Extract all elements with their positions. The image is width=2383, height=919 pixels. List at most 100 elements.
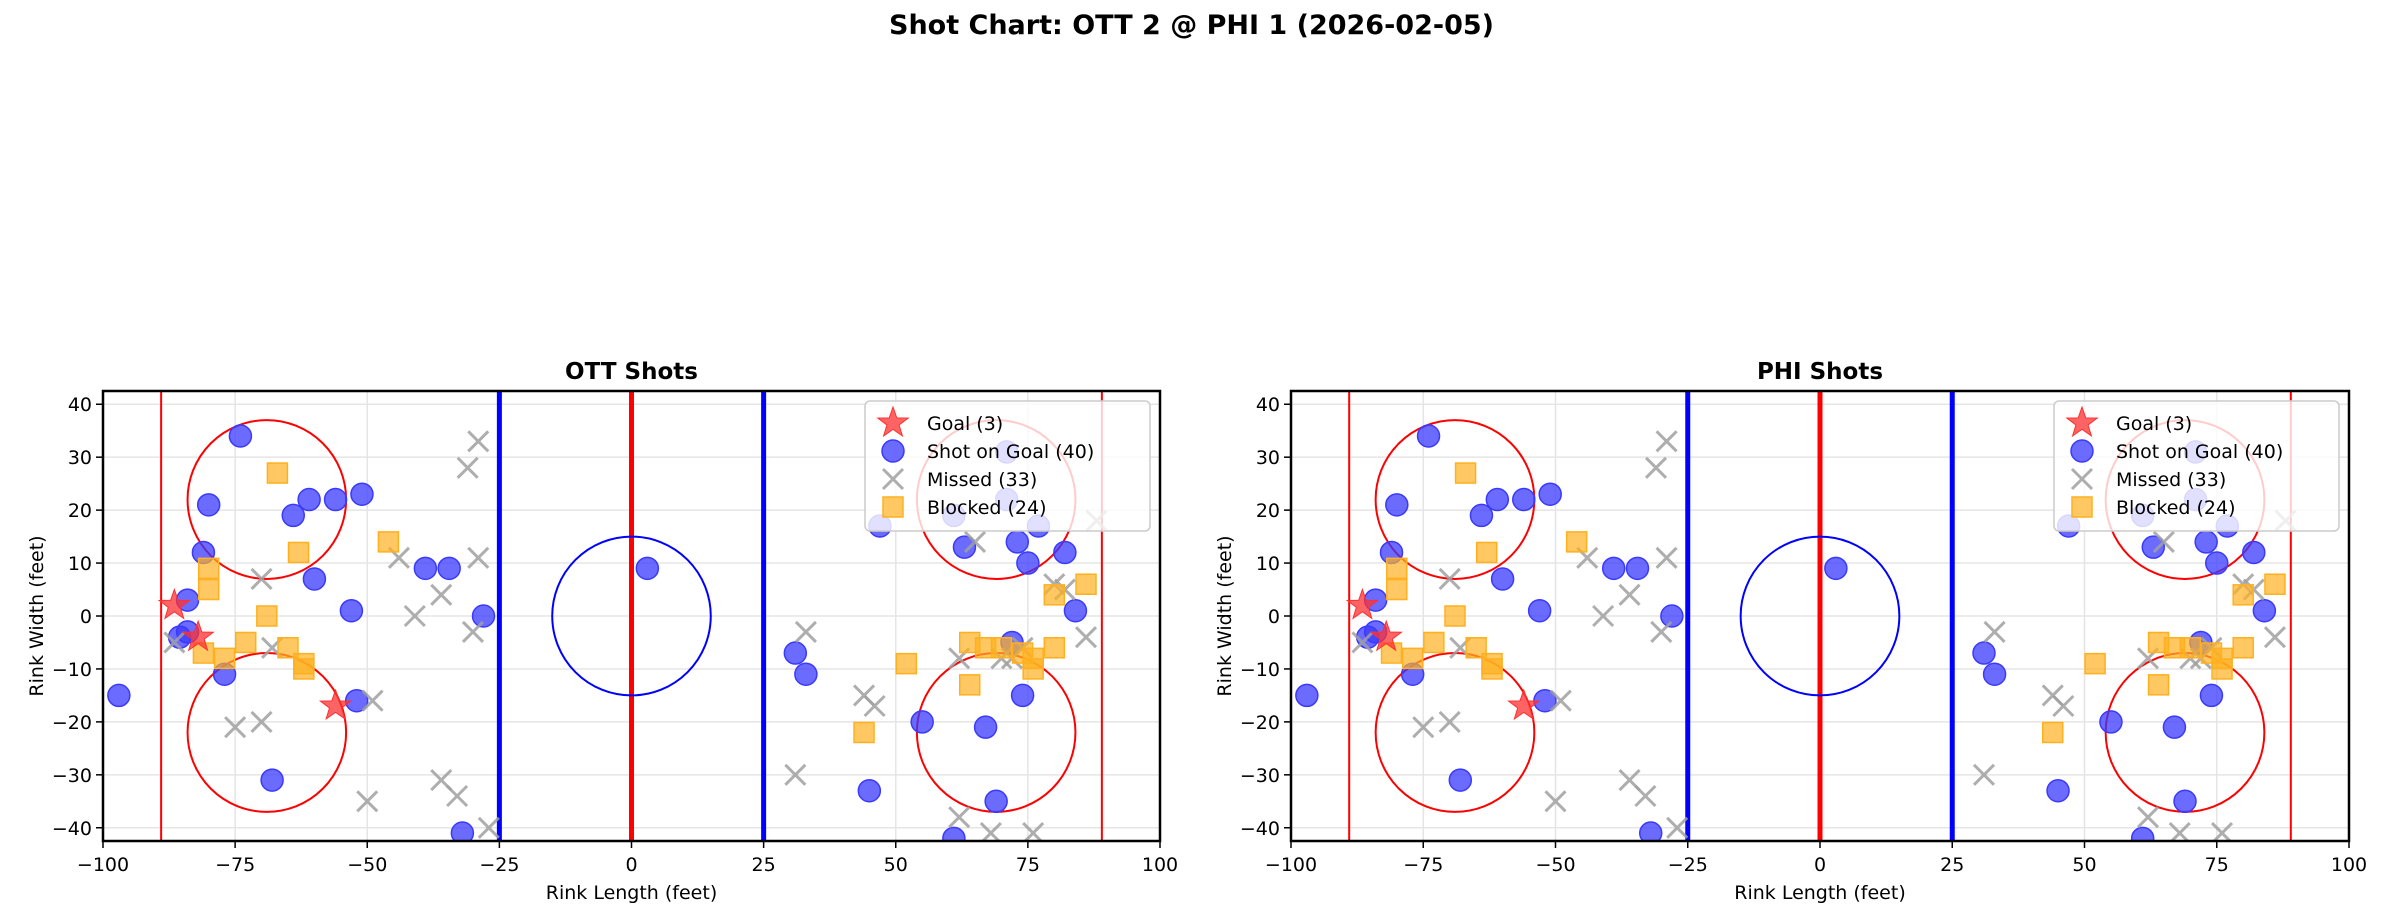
missed-shot-point (403, 604, 426, 628)
shot-on-goal-point (2162, 715, 2187, 739)
shot-on-goal-point (910, 710, 934, 734)
blocked-shot-point (1475, 541, 1498, 564)
blocked-shot-point (2084, 652, 2106, 675)
y-tick-label: 20 (68, 500, 92, 522)
missed-shot-point (250, 567, 273, 591)
missed-shot-point (446, 784, 469, 808)
missed-shot-point (1650, 620, 1673, 643)
shot-on-goal-point (1538, 482, 1562, 506)
missed-shot-point (2136, 806, 2160, 829)
y-tick-label: −40 (52, 818, 92, 840)
x-axis-label: Rink Length (feet) (546, 882, 717, 904)
y-tick-label: −20 (1240, 712, 1280, 734)
y-tick-label: 30 (1256, 447, 1280, 469)
missed-shot-point (477, 816, 500, 839)
y-tick-label: 30 (68, 447, 92, 469)
subplot-1: −100 −75 −50 −25 0 25 50 75 100−40−30−20−1001020… (26, 359, 1178, 904)
goal-point (318, 688, 353, 721)
shot-on-goal-point (973, 715, 998, 739)
blocked-shot-point (2232, 584, 2254, 606)
blocked-shot-point (1401, 647, 1424, 670)
shot-on-goal-point (2130, 826, 2155, 841)
blocked-shot-point (1386, 578, 1408, 601)
missed-shot-point (2210, 821, 2234, 841)
missed-shot-point (1666, 816, 1689, 839)
shot-on-goal-point (2252, 598, 2277, 623)
shot-on-goal-point (323, 487, 348, 512)
blocked-shot-point (1565, 531, 1588, 553)
blocked-shot-point (256, 605, 278, 627)
legend: Goal (3) Shot on Goal (40) Missed (33) Bloc… (2053, 400, 2340, 532)
missed-shot-point (1655, 546, 1678, 569)
blocked-shot-point (882, 496, 904, 518)
shot-on-goal-point (1010, 683, 1035, 708)
blocked-shot-point (1022, 647, 1044, 670)
shot-on-goal-point (2173, 789, 2197, 814)
blocked-shot-point (958, 674, 981, 696)
subplot-title: PHI Shots (1757, 359, 1883, 385)
legend-label: Missed (33) (2116, 469, 2226, 491)
missed-shot-point (1972, 763, 1996, 786)
center-ice-circle (551, 535, 712, 697)
missed-shot-point (224, 716, 247, 739)
shot-on-goal-point (881, 439, 905, 463)
missed-shot-point (1983, 620, 2006, 643)
legend-label: Shot on Goal (40) (2116, 441, 2283, 463)
missed-shot-point (1412, 716, 1435, 739)
legend-box (864, 400, 1151, 532)
y-tick-label: −30 (52, 765, 92, 787)
legend-label: Goal (3) (927, 413, 1003, 435)
missed-shot-point (430, 583, 453, 606)
x-tick-label: −100 (77, 854, 129, 876)
blocked-shot-point (197, 557, 220, 580)
x-tick-label: 75 (1016, 854, 1040, 876)
goal-point (181, 619, 215, 652)
goal-point (1507, 688, 1541, 721)
shot-on-goal-point (297, 487, 321, 512)
subplot-title: OTT Shots (565, 359, 698, 385)
shot-on-goal-point (471, 604, 496, 628)
y-tick-label: 0 (80, 606, 92, 628)
missed-shot-point (467, 430, 490, 453)
shot-on-goal-point (794, 662, 818, 686)
shot-on-goal-point (339, 598, 364, 623)
shot-on-goal-point (196, 493, 221, 517)
shot-on-goal-point (2070, 439, 2094, 463)
shot-on-goal-point (1005, 530, 1030, 554)
shot-on-goal-point (2194, 530, 2218, 554)
x-tick-label: 75 (2205, 854, 2229, 876)
shot-on-goal-point (2205, 551, 2229, 575)
legend-box (2053, 400, 2340, 532)
legend-item: Shot on Goal (40) (881, 439, 1094, 463)
y-tick-label: 40 (68, 394, 92, 416)
shot-on-goal-point (783, 641, 808, 665)
x-tick-label: −75 (215, 854, 255, 876)
y-tick-label: −20 (52, 712, 92, 734)
shot-on-goal-point (1469, 503, 1494, 528)
missed-shot-point (1618, 583, 1641, 606)
blocked-shot-point (1444, 605, 1466, 627)
shot-on-goal-point (302, 567, 327, 591)
shot-on-goal-point (2046, 778, 2070, 803)
y-tick-label: −10 (1240, 659, 1280, 681)
x-tick-label: 50 (2072, 854, 2096, 876)
missed-shot-point (250, 710, 273, 733)
shot-on-goal-point (984, 789, 1008, 814)
missed-shot-point (948, 806, 971, 829)
missed-shot-point (2070, 467, 2094, 491)
missed-shot-point (1438, 567, 1461, 591)
missed-shot-point (1074, 626, 1098, 649)
x-tick-label: −50 (347, 854, 387, 876)
blocked-shot-point (1075, 573, 1097, 595)
goal-point (157, 587, 192, 620)
shot-on-goal-point (437, 556, 461, 581)
y-tick-label: 10 (68, 553, 92, 575)
blocked-shot-point (2147, 674, 2170, 696)
blocked-shot-point (234, 631, 257, 654)
blocked-shot-point (2042, 721, 2064, 744)
x-axis-label: Rink Length (feet) (1734, 882, 1905, 904)
missed-shot-point (456, 456, 479, 479)
missed-shot-point (794, 620, 817, 643)
center-ice-circle (1739, 535, 1901, 697)
